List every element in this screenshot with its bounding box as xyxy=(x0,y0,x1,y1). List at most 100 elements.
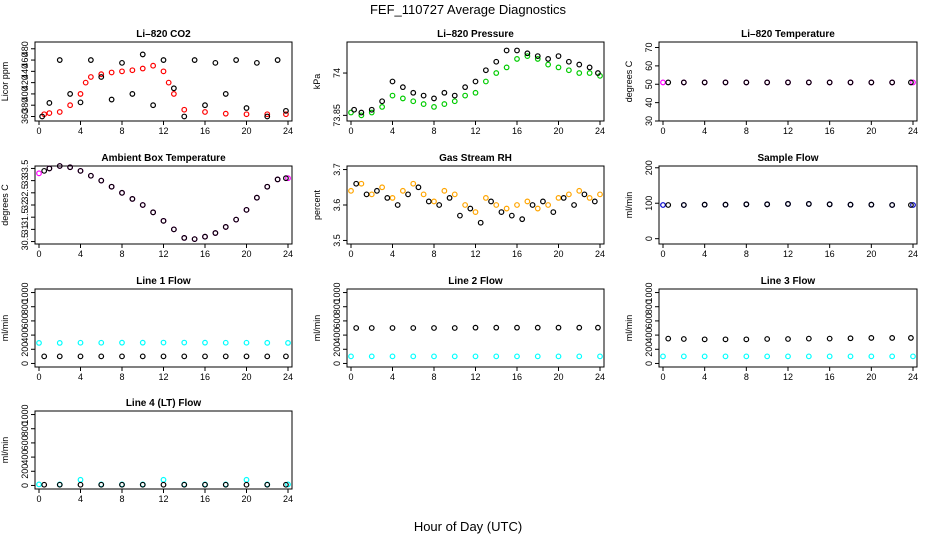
data-point xyxy=(908,335,914,341)
x-tick-label: 0 xyxy=(348,126,353,136)
figure-title: FEF_110727 Average Diagnostics xyxy=(370,2,567,17)
x-tick-label: 20 xyxy=(241,494,251,504)
data-point xyxy=(87,74,94,80)
data-point xyxy=(358,112,365,119)
data-point xyxy=(743,336,750,343)
series-2 xyxy=(353,180,598,226)
data-point xyxy=(202,353,208,360)
data-point xyxy=(379,103,386,110)
x-tick-label: 4 xyxy=(78,249,83,259)
y-tick-label: 30 xyxy=(644,116,654,126)
series-2 xyxy=(353,324,601,331)
y-tick-label: 400 xyxy=(20,86,30,101)
x-tick-label: 12 xyxy=(158,372,168,382)
data-point xyxy=(129,67,136,74)
data-point xyxy=(503,47,510,54)
panel-6: Sample Flow ml/min 0 4 8 12 16 20 24 0 100 200 xyxy=(624,153,918,259)
data-point xyxy=(472,353,479,360)
data-point xyxy=(555,324,562,331)
data-point xyxy=(243,206,250,213)
x-tick-label: 16 xyxy=(200,372,210,382)
data-point xyxy=(868,335,875,341)
data-point xyxy=(503,205,510,212)
x-tick-label: 16 xyxy=(825,372,835,382)
x-tick-label: 20 xyxy=(241,126,251,136)
data-point xyxy=(119,353,125,360)
panel-3: Li–820 Temperature degrees C 0 4 8 12 16 20 24 30… xyxy=(624,29,918,136)
data-point xyxy=(680,202,687,208)
data-point xyxy=(467,205,474,212)
x-tick-label: 12 xyxy=(470,126,480,136)
x-tick-label: 16 xyxy=(825,126,835,136)
y-tick-label: 800 xyxy=(644,299,654,314)
data-point xyxy=(420,191,427,198)
x-tick-label: 8 xyxy=(119,494,124,504)
data-point xyxy=(379,98,386,105)
data-point xyxy=(472,324,479,331)
data-point xyxy=(363,191,370,198)
data-point xyxy=(550,209,557,215)
data-point xyxy=(274,57,281,63)
data-point xyxy=(283,111,289,118)
data-point xyxy=(358,180,365,187)
y-tick-label: 3.7 xyxy=(332,163,342,176)
data-point xyxy=(119,189,125,196)
data-point xyxy=(680,79,687,86)
data-point xyxy=(139,65,146,72)
data-point xyxy=(389,325,396,331)
x-tick-label: 24 xyxy=(908,372,918,382)
x-tick-label: 24 xyxy=(283,372,293,382)
data-point xyxy=(283,353,289,360)
x-tick-label: 16 xyxy=(512,249,522,259)
panel-title: Gas Stream RH xyxy=(439,153,512,164)
data-point xyxy=(243,111,250,118)
data-point xyxy=(410,89,417,96)
data-point xyxy=(847,335,854,342)
data-point xyxy=(595,70,601,76)
data-point xyxy=(908,79,914,86)
data-point xyxy=(514,324,520,331)
data-point xyxy=(41,167,48,174)
data-point xyxy=(368,325,375,331)
data-point xyxy=(743,201,750,208)
x-tick-label: 20 xyxy=(866,249,876,259)
data-point xyxy=(722,336,729,343)
data-point xyxy=(576,353,583,360)
data-point xyxy=(348,187,354,194)
data-point xyxy=(56,109,63,115)
data-point xyxy=(701,336,708,343)
data-point xyxy=(451,92,458,99)
panel-4: Ambient Box Temperature degrees C 0 4 8 12 16 2… xyxy=(0,153,293,259)
data-point xyxy=(826,353,833,360)
data-point xyxy=(139,202,146,208)
data-point xyxy=(722,201,729,208)
data-point xyxy=(181,481,188,488)
data-point xyxy=(451,325,458,331)
data-point xyxy=(847,201,854,208)
plot-frame xyxy=(34,165,293,245)
data-point xyxy=(868,353,875,360)
data-point xyxy=(524,198,531,205)
data-point xyxy=(368,106,375,113)
y-tick-label: 200 xyxy=(20,464,30,479)
data-point xyxy=(571,202,577,208)
data-point xyxy=(394,202,401,208)
y-tick-label: 0 xyxy=(644,361,654,366)
data-point xyxy=(77,167,84,174)
x-tick-label: 12 xyxy=(783,126,793,136)
data-point xyxy=(264,113,271,120)
x-tick-label: 0 xyxy=(36,249,41,259)
x-tick-label: 12 xyxy=(783,372,793,382)
data-point xyxy=(46,110,53,116)
data-point xyxy=(222,353,229,360)
y-tick-label: 600 xyxy=(644,313,654,328)
y-tick-label: 480 xyxy=(20,41,30,56)
data-point xyxy=(462,202,469,208)
panel-title: Ambient Box Temperature xyxy=(101,153,226,164)
data-point xyxy=(545,202,552,208)
data-point xyxy=(660,79,666,86)
data-point xyxy=(77,353,84,360)
data-point xyxy=(524,50,531,57)
data-point xyxy=(410,180,417,187)
y-tick-label: 200 xyxy=(644,160,654,175)
